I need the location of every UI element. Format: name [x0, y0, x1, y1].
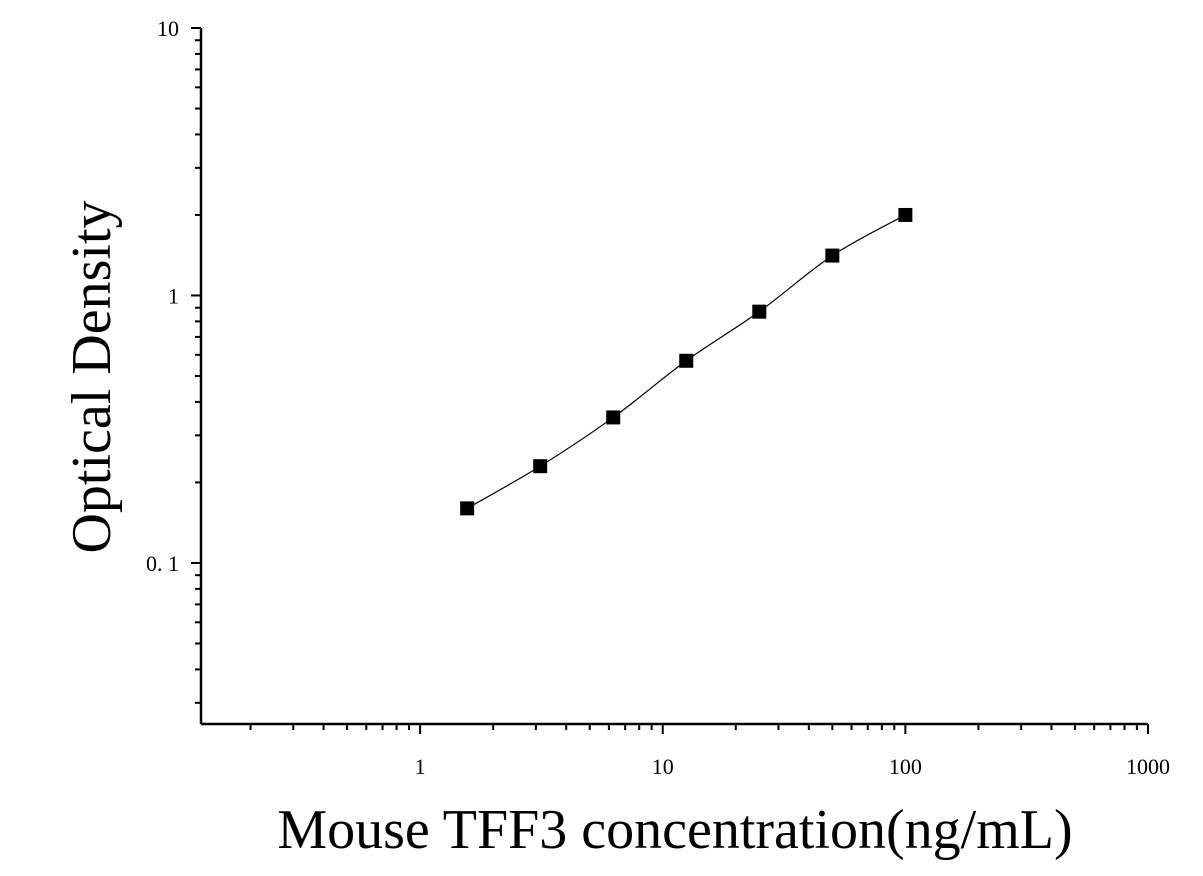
x-tick-label: 1: [415, 754, 426, 779]
y-axis-tick-labels: 0. 1 1 10: [146, 16, 179, 576]
y-tick-label: 1: [168, 283, 179, 308]
data-point: [533, 459, 548, 474]
y-tick-label: 10: [157, 16, 179, 41]
data-points: [460, 207, 913, 516]
y-tick-label: 0. 1: [146, 551, 179, 576]
x-tick-label: 10: [652, 754, 674, 779]
y-axis-ticks: [191, 27, 201, 704]
y-axis-title: Optical Density: [61, 200, 123, 553]
data-point: [460, 501, 475, 516]
x-axis-ticks: [249, 724, 1149, 734]
x-axis-title: Mouse TFF3 concentration(ng/mL): [277, 799, 1072, 861]
x-tick-label: 1000: [1126, 754, 1170, 779]
data-point: [898, 207, 913, 222]
x-axis-tick-labels: 1 10 100 1000: [415, 754, 1170, 779]
data-point: [606, 410, 621, 425]
axes: [199, 28, 1148, 726]
data-point: [679, 353, 694, 368]
x-tick-label: 100: [889, 754, 922, 779]
data-point: [752, 304, 767, 319]
data-point: [825, 248, 840, 263]
